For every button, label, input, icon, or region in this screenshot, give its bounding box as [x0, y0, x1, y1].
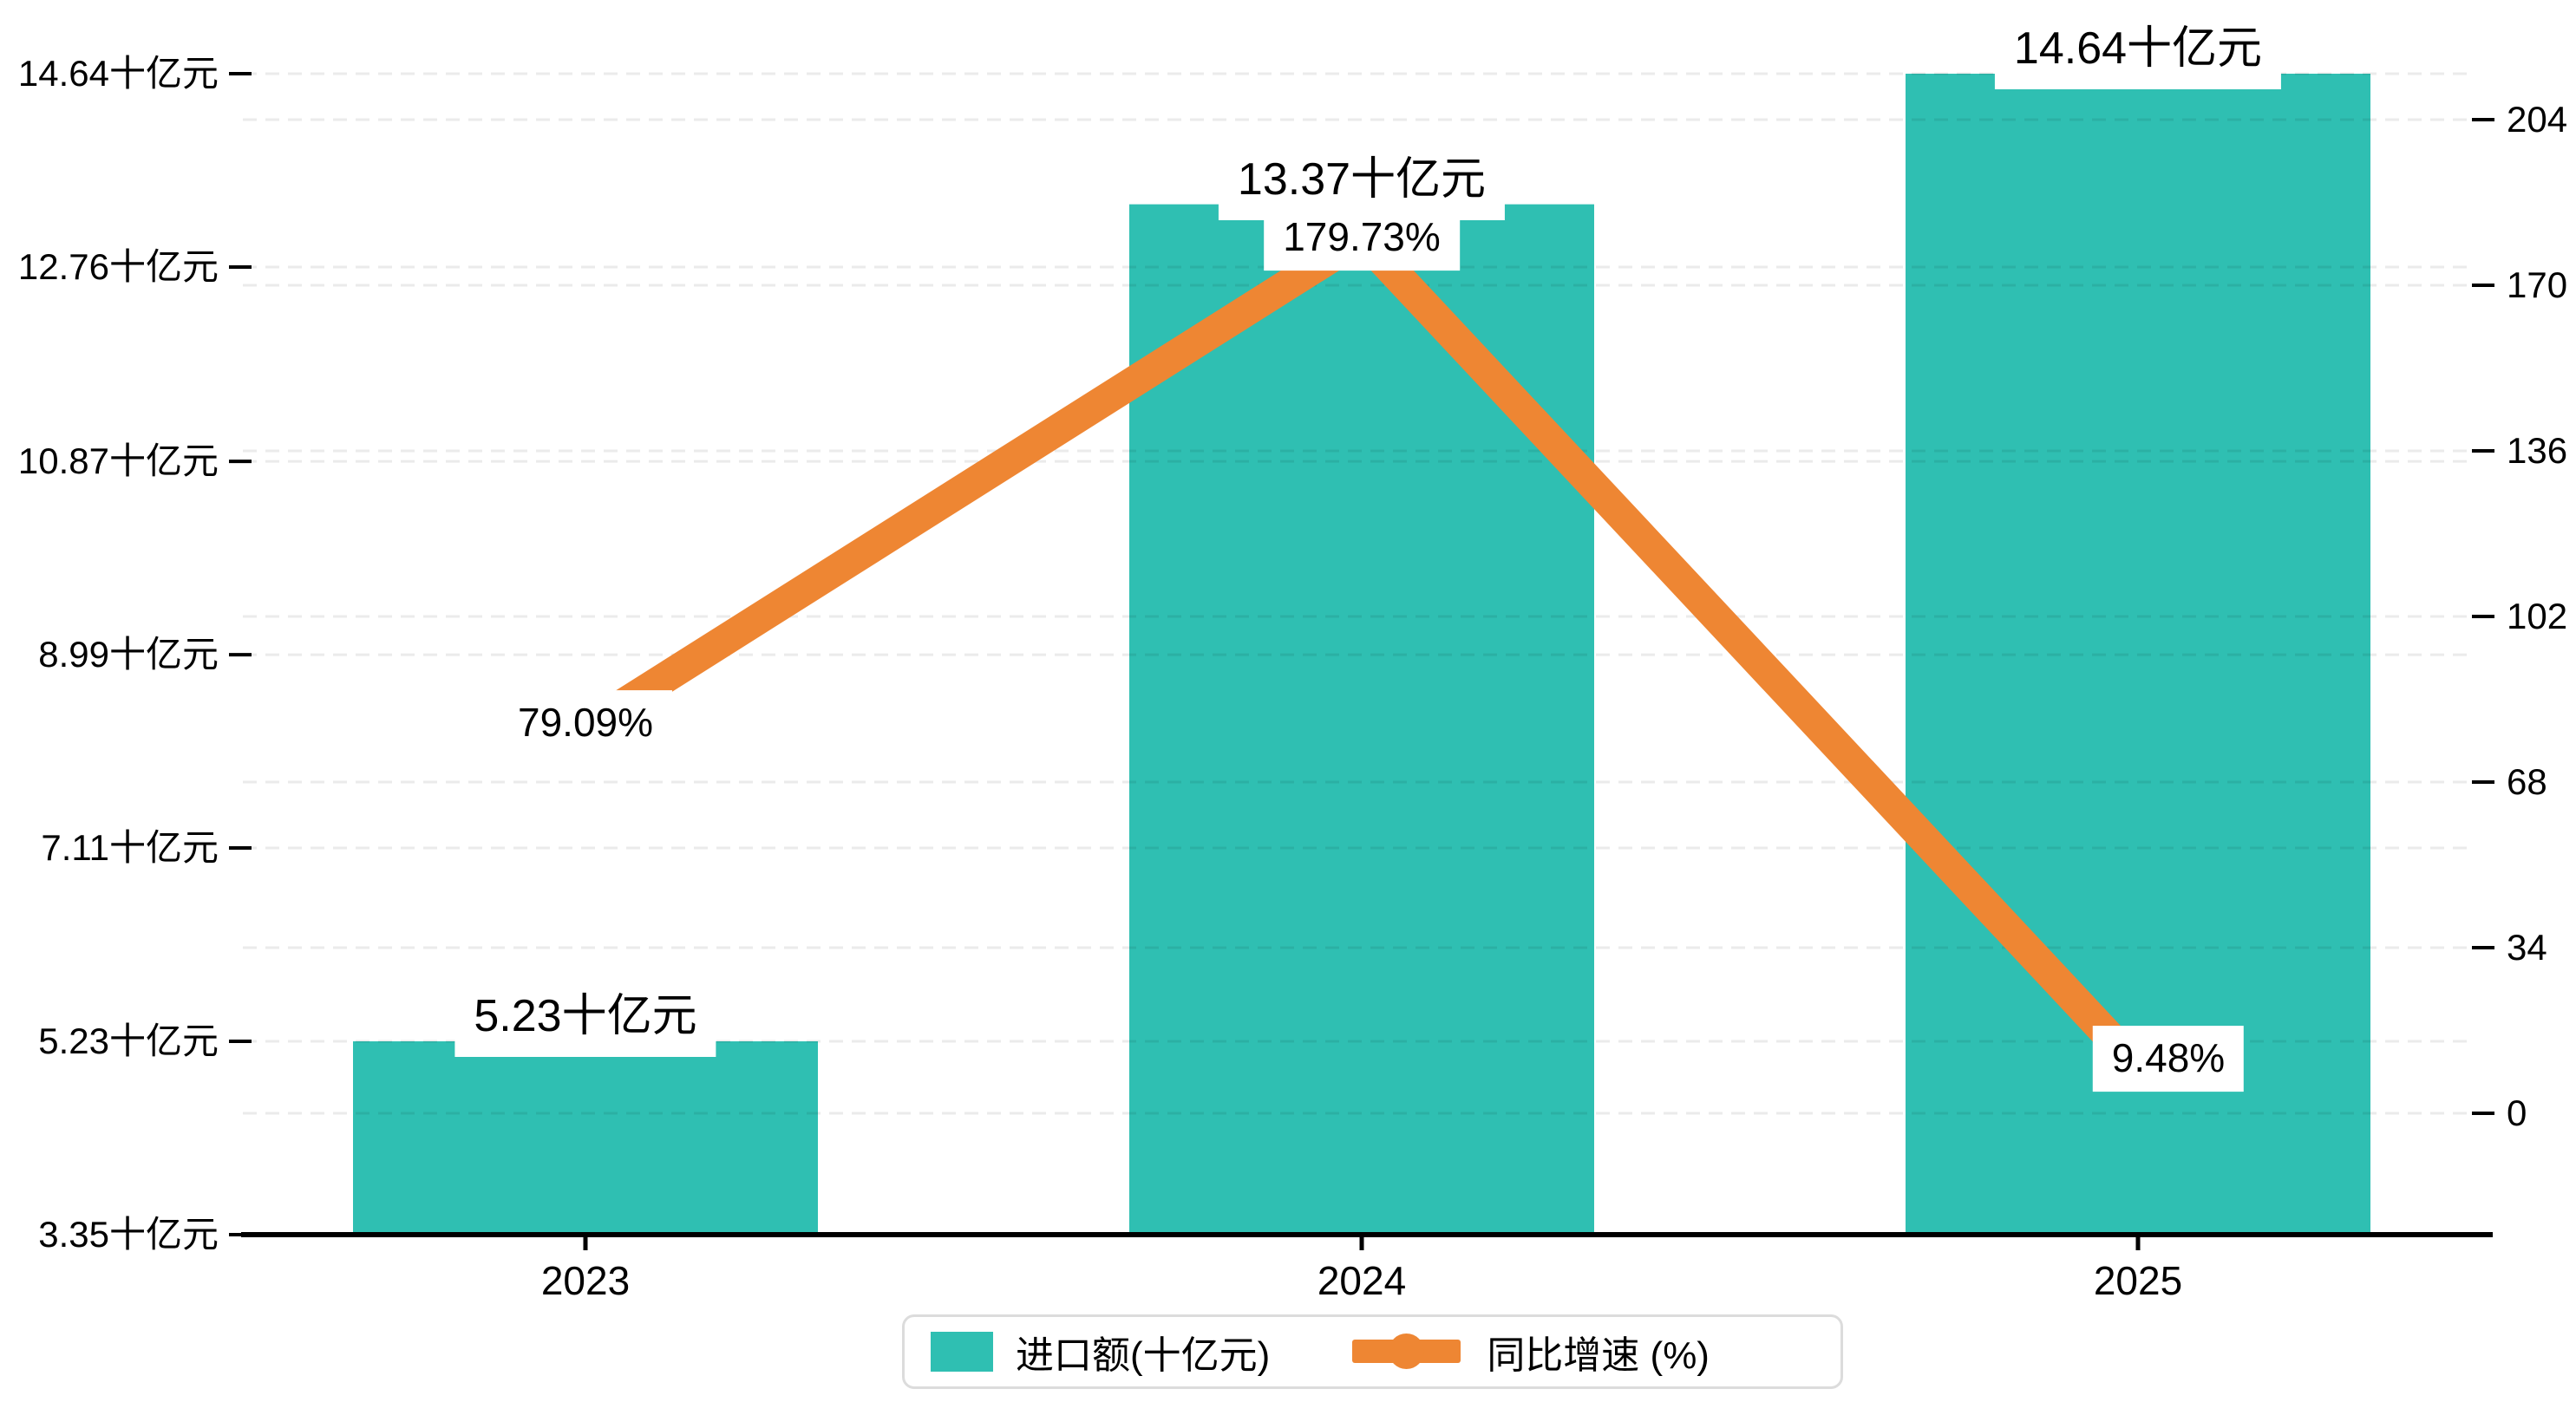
left-axis-tick-label: 12.76十亿元 — [17, 245, 219, 287]
legend-line-dot-icon — [1352, 1333, 1461, 1371]
left-axis-tick-label: 3.35十亿元 — [38, 1213, 219, 1255]
right-axis-tick-label: 204 — [2507, 98, 2568, 140]
bar-2023 — [353, 1041, 818, 1235]
legend-bar-swatch-icon — [931, 1332, 993, 1372]
right-axis-tick-label: 0 — [2507, 1092, 2527, 1133]
x-axis-label-2024: 2024 — [1317, 1258, 1407, 1303]
right-axis-tick-label: 34 — [2507, 926, 2547, 968]
line-value-label-2024: 179.73% — [1264, 205, 1460, 271]
x-axis-label-2023: 2023 — [540, 1258, 631, 1303]
left-axis-tick-label: 5.23十亿元 — [38, 1020, 219, 1061]
line-value-label-2025: 9.48% — [2092, 1025, 2245, 1092]
left-axis-tick-label: 10.87十亿元 — [17, 440, 219, 482]
legend-item-import-amount: 进口额(十亿元) — [1016, 1334, 1271, 1377]
bar-series-group — [353, 74, 2370, 1235]
right-axis-tick-label: 170 — [2507, 264, 2568, 305]
right-axis-tick-label: 102 — [2507, 595, 2568, 636]
gridlines-group — [243, 72, 2470, 1115]
right-axis-tick-label: 136 — [2507, 429, 2568, 471]
right-axis-tick-label: 68 — [2507, 760, 2547, 802]
line-value-label-2023: 79.09% — [498, 689, 673, 756]
axes-group — [229, 72, 2494, 1250]
bar-value-label-2023: 5.23十亿元 — [454, 985, 716, 1058]
legend: 进口额(十亿元) 同比增速 (%) — [902, 1314, 1843, 1389]
x-axis-label-2025: 2025 — [2093, 1258, 2183, 1303]
legend-dot-icon — [1389, 1333, 1425, 1369]
bar-value-label-2025: 14.64十亿元 — [1994, 17, 2282, 89]
left-axis-tick-label: 8.99十亿元 — [38, 633, 219, 675]
left-axis-tick-label: 7.11十亿元 — [41, 826, 219, 868]
bar-2024 — [1129, 204, 1594, 1235]
left-axis-tick-label: 14.64十亿元 — [17, 52, 219, 94]
legend-item-yoy-growth: 同比增速 (%) — [1487, 1334, 1710, 1377]
